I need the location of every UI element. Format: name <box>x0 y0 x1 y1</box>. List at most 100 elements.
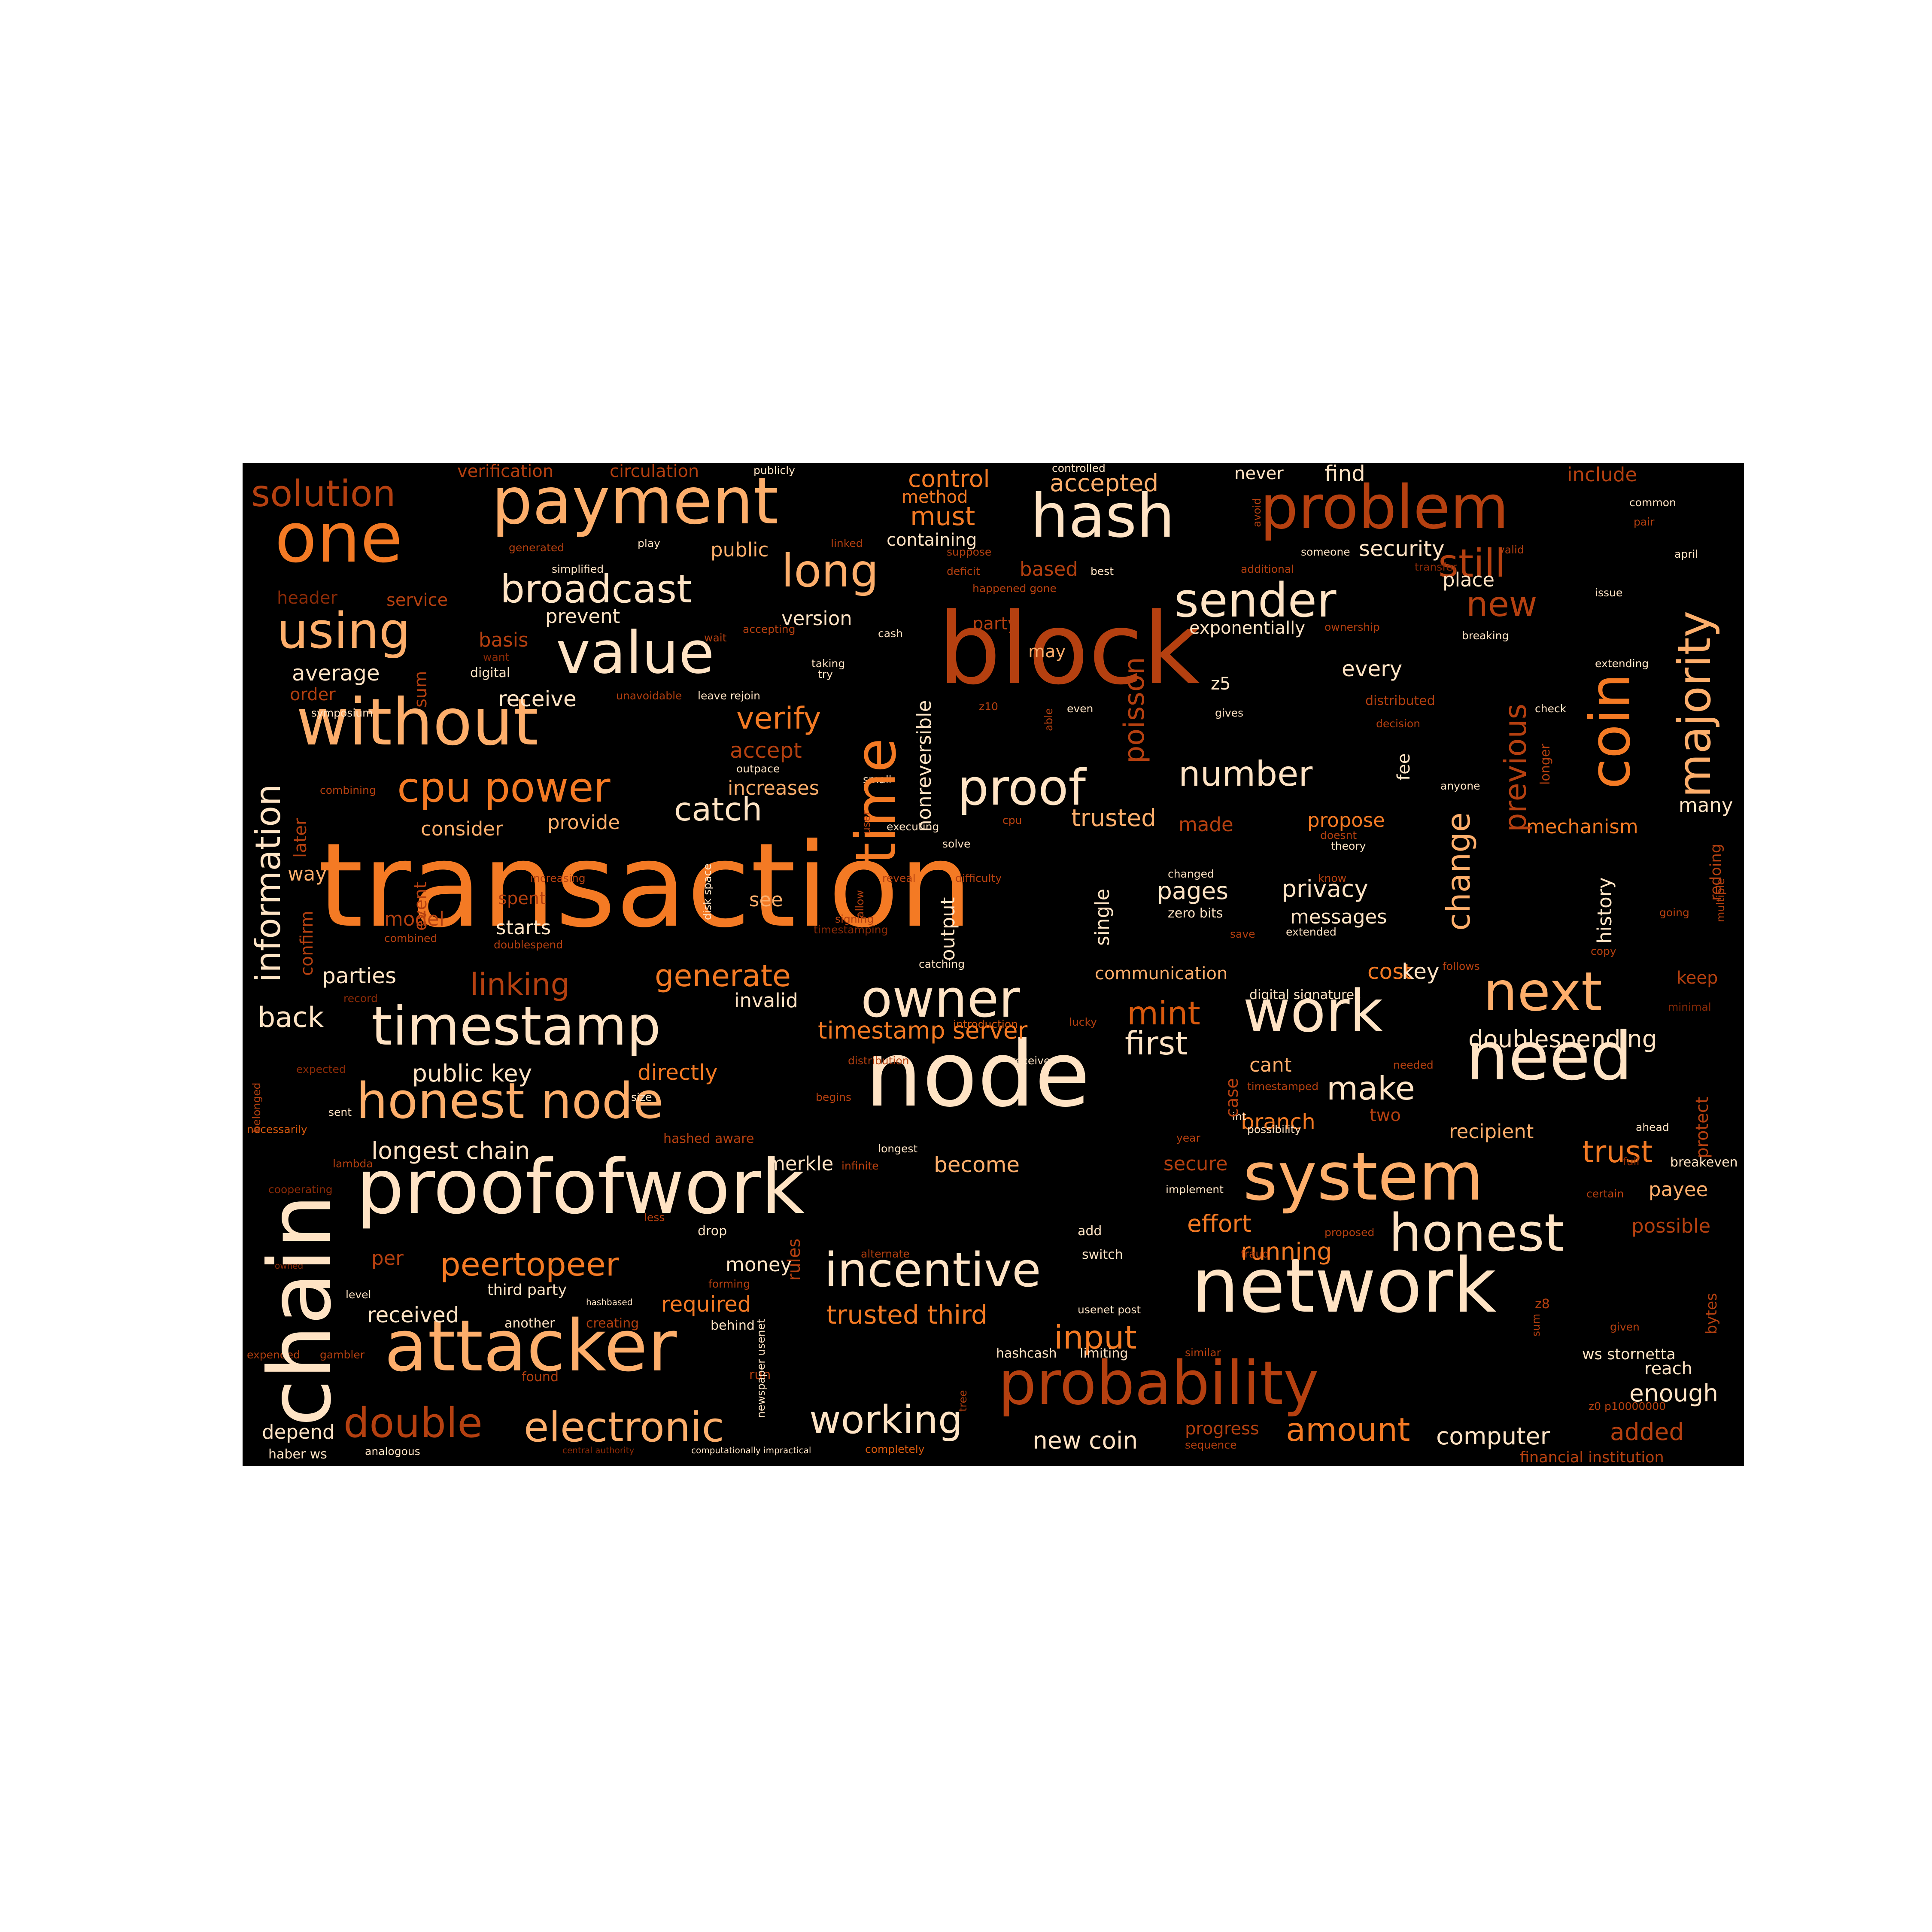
word-verification: verification <box>457 463 554 481</box>
word-without: without <box>296 685 538 760</box>
word-first: first <box>1125 1024 1188 1062</box>
word-know: know <box>1318 872 1347 884</box>
word-z8: z8 <box>1535 1297 1550 1312</box>
word-expended: expended <box>247 1349 300 1361</box>
word-single: single <box>1091 888 1114 946</box>
word-payee: payee <box>1649 1178 1708 1201</box>
word-see: see <box>749 888 783 911</box>
word-outpace: outpace <box>736 762 780 775</box>
word-sender: sender <box>1174 573 1337 628</box>
word-haber-ws: haber ws <box>268 1447 327 1462</box>
word-input: input <box>1054 1318 1137 1356</box>
word-parties: parties <box>322 963 397 988</box>
word-receive: receive <box>498 687 577 711</box>
word-value: value <box>556 619 714 687</box>
word-may: may <box>1028 642 1066 662</box>
word-containing: containing <box>887 530 977 550</box>
word-generate: generate <box>655 958 791 993</box>
word-solution: solution <box>251 473 396 515</box>
word-analogous: analogous <box>365 1445 420 1458</box>
word-consider: consider <box>421 817 503 840</box>
word-problem: problem <box>1260 473 1509 543</box>
word-increases: increases <box>728 777 820 799</box>
word-lambda: lambda <box>333 1157 373 1170</box>
word-output: output <box>936 897 959 961</box>
word-directly: directly <box>638 1060 718 1085</box>
word-full: full <box>1623 1155 1640 1168</box>
word-combined: combined <box>384 932 437 945</box>
word-expected: expected <box>296 1063 346 1075</box>
word-z0-p10000000: z0 p10000000 <box>1589 1400 1666 1413</box>
word-every: every <box>1342 656 1403 681</box>
word-two: two <box>1370 1106 1401 1125</box>
word-public-key: public key <box>412 1060 532 1087</box>
word-leave-rejoin: leave rejoin <box>698 690 760 702</box>
word-suppose: suppose <box>947 546 992 558</box>
word-possibility: possibility <box>1247 1123 1301 1136</box>
word-back: back <box>258 1002 324 1034</box>
word-generated: generated <box>509 541 565 554</box>
word-switch: switch <box>1082 1247 1123 1262</box>
word-computer: computer <box>1436 1422 1550 1450</box>
word-probability: probability <box>998 1349 1319 1419</box>
word-owned: owned <box>275 1261 304 1271</box>
word-cost: cost <box>1367 959 1412 984</box>
word-way: way <box>288 863 327 885</box>
word-timestamp-server: timestamp server <box>818 1017 1028 1044</box>
word-change: change <box>1440 812 1477 931</box>
word-linked: linked <box>831 537 863 550</box>
word-timestamping: timestamping <box>814 923 888 936</box>
word-aware: aware <box>715 1131 754 1146</box>
word-version: version <box>781 607 852 630</box>
word-going: going <box>1659 906 1689 919</box>
word-lucky: lucky <box>1069 1016 1097 1028</box>
word-need: need <box>1466 1018 1633 1095</box>
word-april: april <box>1674 548 1698 560</box>
word-honest: honest <box>1389 1203 1564 1263</box>
word-owner: owner <box>861 969 1020 1029</box>
word-taking: taking <box>811 657 845 670</box>
word-alternate: alternate <box>861 1248 910 1260</box>
word-previous: previous <box>1498 703 1533 832</box>
word-verify: verify <box>736 701 821 736</box>
word-secure: secure <box>1163 1152 1228 1175</box>
word-sent: sent <box>328 1106 352 1118</box>
word-play: play <box>638 537 660 550</box>
word-working: working <box>809 1397 963 1443</box>
word-record: record <box>343 992 378 1005</box>
word-catching: catching <box>919 958 965 970</box>
word-solve: solve <box>942 838 971 850</box>
word-completely: completely <box>865 1443 925 1455</box>
word-possible: possible <box>1631 1215 1711 1237</box>
word-poisson: poisson <box>1118 657 1151 763</box>
word-pages: pages <box>1157 877 1229 905</box>
word-decision: decision <box>1376 717 1421 730</box>
word-best: best <box>1091 565 1114 577</box>
word-network: network <box>1191 1242 1497 1330</box>
word-hash: hash <box>1030 481 1175 551</box>
word-ownership: ownership <box>1324 621 1380 633</box>
word-progress: progress <box>1185 1419 1259 1439</box>
word-control: control <box>908 465 990 492</box>
word-found: found <box>522 1370 559 1385</box>
word-mint: mint <box>1127 994 1200 1032</box>
word-doublespend: doublespend <box>494 939 563 951</box>
word-running: running <box>1241 1238 1332 1265</box>
word-needed: needed <box>1393 1059 1434 1071</box>
word-double: double <box>343 1400 483 1447</box>
word-one: one <box>275 498 403 578</box>
word-broadcast: broadcast <box>500 567 692 612</box>
word-effort: effort <box>1187 1210 1252 1237</box>
word-keep: keep <box>1677 968 1718 988</box>
word-creating: creating <box>586 1316 639 1331</box>
word-block: block <box>938 592 1200 707</box>
word-usenet-post: usenet post <box>1078 1303 1141 1316</box>
word-history: history <box>1593 877 1616 944</box>
word-executing: executing <box>887 820 939 833</box>
word-based: based <box>1020 558 1078 580</box>
word-breakeven: breakeven <box>1670 1155 1738 1170</box>
word-disk-space: disk space <box>701 863 714 920</box>
word-distributed: distributed <box>1365 693 1435 708</box>
word-digital: digital <box>470 665 510 680</box>
word-rules: rules <box>784 1238 804 1281</box>
